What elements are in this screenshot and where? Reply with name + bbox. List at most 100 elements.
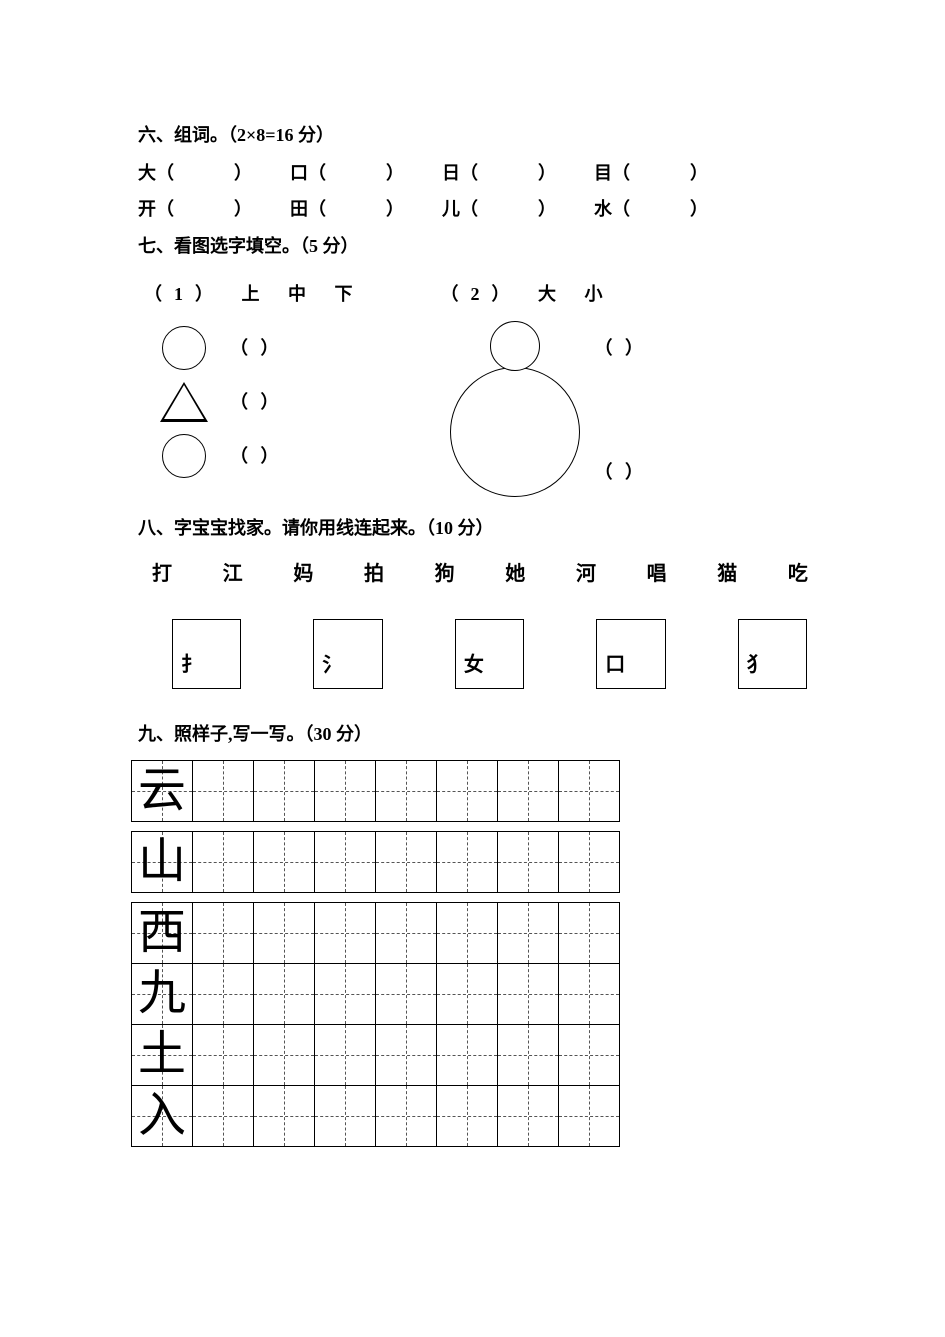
match-char: 拍 [364, 555, 384, 593]
practice-cell[interactable] [314, 902, 376, 964]
practice-cell[interactable] [436, 1085, 498, 1147]
example-char: 土 [132, 1025, 192, 1085]
practice-cell[interactable] [375, 1024, 437, 1086]
match-char: 她 [505, 555, 525, 593]
section-6-row-1: 大（） 口（） 日（） 目（） [138, 156, 807, 190]
practice-cell[interactable] [314, 1024, 376, 1086]
word-item: 田（） [290, 192, 404, 226]
blank[interactable]: （ ） [595, 331, 648, 365]
word-item: 水（） [594, 192, 708, 226]
practice-cell[interactable] [314, 831, 376, 893]
char-label: 水 [594, 192, 612, 226]
section-9-heading: 九、照样子,写一写。（30 分） [138, 717, 807, 751]
example-char: 九 [132, 964, 192, 1024]
example-char: 云 [132, 761, 192, 821]
practice-cell[interactable] [375, 1085, 437, 1147]
practice-cell[interactable] [314, 1085, 376, 1147]
example-cell: 山 [131, 831, 193, 893]
practice-cell[interactable] [558, 831, 620, 893]
practice-cell[interactable] [192, 831, 254, 893]
word-item: 大（ ） [138, 156, 252, 190]
practice-cell[interactable] [436, 1024, 498, 1086]
circle-icon [162, 326, 206, 370]
q7-group-2-label: （2） 大 小 [435, 277, 648, 311]
practice-cell[interactable] [497, 963, 559, 1025]
circle-small-icon [490, 321, 540, 371]
section-7-heading: 七、看图选字填空。（5 分） [138, 229, 807, 263]
close-paren: ） [386, 156, 404, 190]
q7-group-2: （2） 大 小 （ ） （ ） [435, 277, 648, 499]
snowman-figure [435, 321, 595, 499]
word-item: 口（ ） [290, 156, 404, 190]
practice-cell[interactable] [436, 831, 498, 893]
practice-cell[interactable] [558, 902, 620, 964]
practice-cell[interactable] [314, 963, 376, 1025]
writing-grid-row: 西 [132, 903, 807, 964]
practice-cell[interactable] [375, 760, 437, 822]
practice-cell[interactable] [375, 902, 437, 964]
practice-cell[interactable] [253, 831, 315, 893]
practice-cell[interactable] [436, 760, 498, 822]
circle-icon [162, 434, 206, 478]
q7-group-1-label: （1） 上 中 下 [138, 277, 365, 311]
word-item: 开（） [138, 192, 252, 226]
close-paren: ） [234, 156, 252, 190]
triangle-icon [160, 382, 208, 422]
example-cell: 入 [131, 1085, 193, 1147]
practice-cell[interactable] [436, 902, 498, 964]
close-paren: ） [690, 156, 708, 190]
match-char: 猫 [717, 555, 737, 593]
match-char: 唱 [647, 555, 667, 593]
practice-cell[interactable] [253, 1024, 315, 1086]
practice-cell[interactable] [558, 760, 620, 822]
practice-cell[interactable] [192, 760, 254, 822]
match-char: 江 [223, 555, 243, 593]
char-label: 口 [290, 156, 308, 190]
blank[interactable]: （ ） [230, 385, 283, 419]
practice-cell[interactable] [375, 831, 437, 893]
example-char: 西 [132, 903, 192, 963]
practice-cell[interactable] [497, 831, 559, 893]
char-label: 儿 [442, 192, 460, 226]
blank[interactable]: （ ） [595, 455, 648, 489]
q7-group-1: （1） 上 中 下 （ ） （ ） （ ） [138, 277, 365, 499]
radical-box: 口 [596, 619, 665, 689]
practice-cell[interactable] [253, 760, 315, 822]
practice-cell[interactable] [558, 1085, 620, 1147]
char-label: 大 [138, 156, 156, 190]
blank[interactable]: （ ） [230, 331, 283, 365]
practice-cell[interactable] [497, 1085, 559, 1147]
practice-cell[interactable] [253, 902, 315, 964]
practice-cell[interactable] [497, 760, 559, 822]
practice-cell[interactable] [192, 902, 254, 964]
match-char: 吃 [788, 555, 808, 593]
radical-box: 氵 [313, 619, 382, 689]
practice-cell[interactable] [253, 963, 315, 1025]
writing-grid-row: 云 [132, 761, 807, 822]
blank[interactable]: （ ） [230, 439, 283, 473]
writing-grid: 云山西九土入 [132, 761, 807, 1147]
practice-cell[interactable] [558, 1024, 620, 1086]
char-label: 田 [290, 192, 308, 226]
practice-cell[interactable] [192, 963, 254, 1025]
practice-cell[interactable] [375, 963, 437, 1025]
writing-grid-row: 入 [132, 1086, 807, 1147]
practice-cell[interactable] [558, 963, 620, 1025]
practice-cell[interactable] [497, 902, 559, 964]
practice-cell[interactable] [192, 1024, 254, 1086]
practice-cell[interactable] [314, 760, 376, 822]
close-paren: ） [538, 156, 556, 190]
practice-cell[interactable] [436, 963, 498, 1025]
close-paren: ） [386, 192, 404, 226]
practice-cell[interactable] [192, 1085, 254, 1147]
open-paren: （ [156, 156, 174, 190]
match-char: 河 [576, 555, 596, 593]
example-cell: 云 [131, 760, 193, 822]
example-cell: 西 [131, 902, 193, 964]
practice-cell[interactable] [497, 1024, 559, 1086]
open-paren: （ [460, 156, 478, 190]
radical-box: 女 [455, 619, 524, 689]
section-8-char-row: 打 江 妈 拍 狗 她 河 唱 猫 吃 [138, 549, 808, 601]
practice-cell[interactable] [253, 1085, 315, 1147]
open-paren: （ [308, 156, 326, 190]
